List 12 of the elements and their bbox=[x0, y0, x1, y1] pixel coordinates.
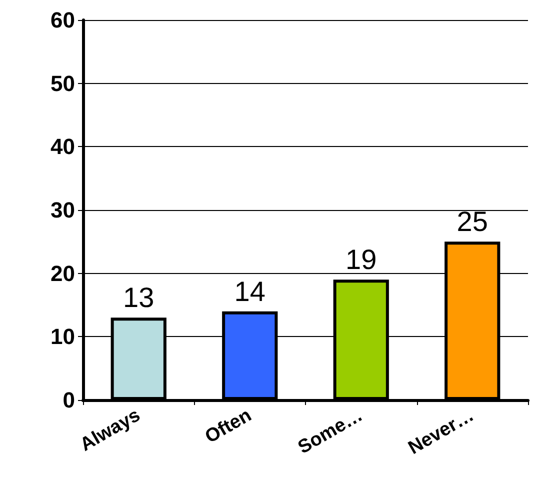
y-tick-label: 60 bbox=[50, 8, 75, 32]
data-label: 14 bbox=[234, 276, 266, 307]
y-tick-label: 50 bbox=[50, 70, 75, 96]
y-tick-label: 20 bbox=[50, 260, 75, 286]
y-tick-label: 10 bbox=[50, 324, 75, 350]
y-tick-label: 40 bbox=[50, 134, 75, 160]
x-tick-label: Often bbox=[202, 404, 256, 448]
y-tick-label: 30 bbox=[50, 198, 75, 222]
y-tick-label: 0 bbox=[62, 388, 75, 412]
data-label: 13 bbox=[123, 282, 154, 314]
data-label: 25 bbox=[456, 206, 488, 238]
data-label: 19 bbox=[346, 244, 377, 276]
